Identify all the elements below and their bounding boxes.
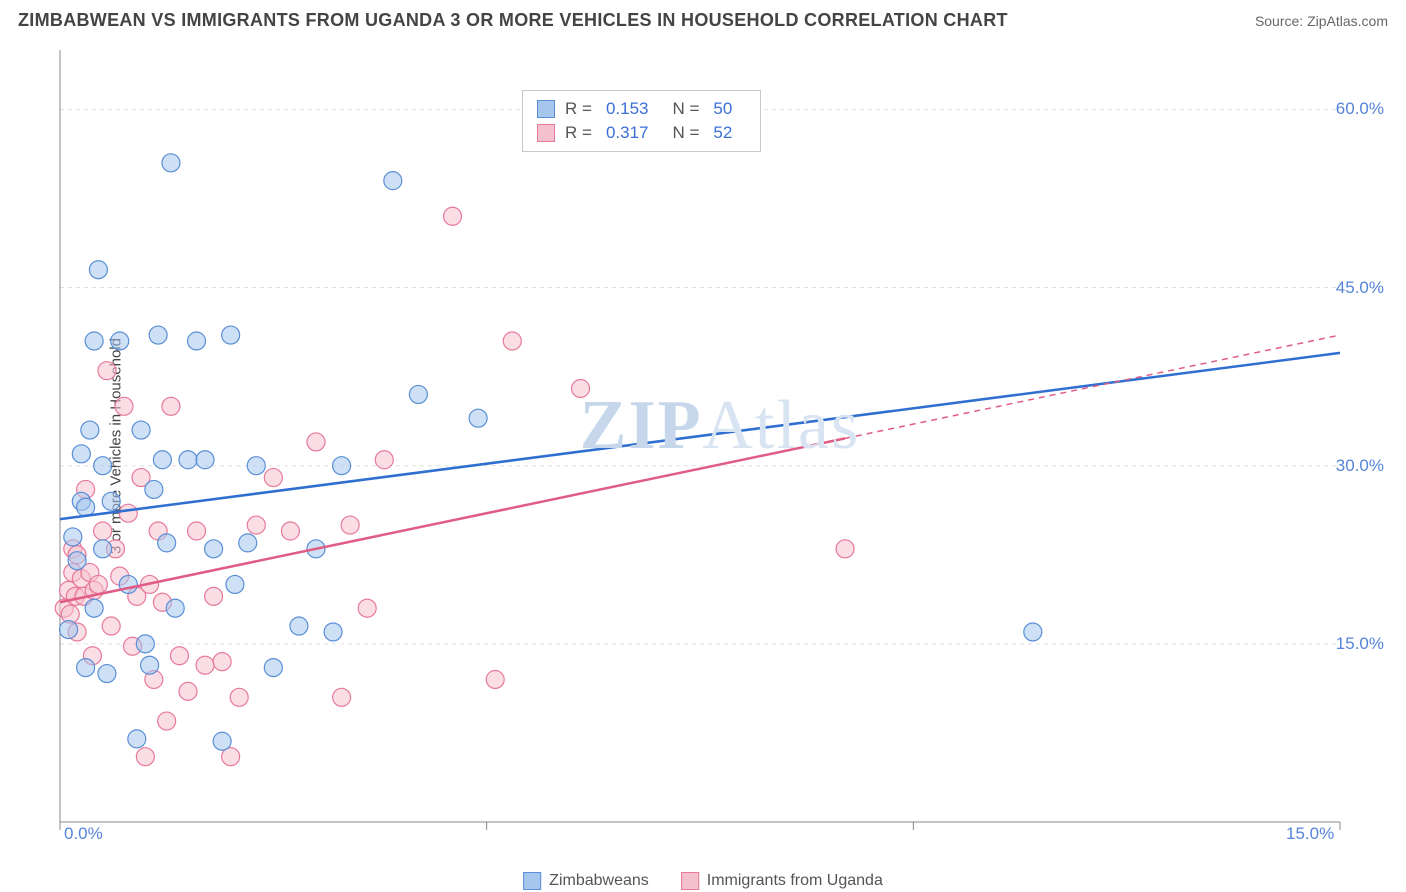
stats-legend-row: R =0.317 N =52 — [537, 121, 746, 145]
legend-label: Zimbabweans — [549, 872, 649, 890]
x-tick-label: 0.0% — [64, 824, 103, 844]
chart-title: ZIMBABWEAN VS IMMIGRANTS FROM UGANDA 3 O… — [18, 10, 1008, 31]
legend-swatch — [537, 100, 555, 118]
y-tick-label: 15.0% — [1336, 634, 1384, 654]
chart-svg — [50, 42, 1390, 842]
legend-label: Immigrants from Uganda — [707, 872, 883, 890]
scatter-chart: ZIPAtlas R =0.153 N =50 R =0.317 N =52 1… — [50, 42, 1390, 842]
y-tick-label: 45.0% — [1336, 278, 1384, 298]
legend-swatch — [681, 872, 699, 890]
legend-item: Immigrants from Uganda — [681, 872, 883, 890]
stats-legend: R =0.153 N =50 R =0.317 N =52 — [522, 90, 761, 152]
x-tick-label: 15.0% — [1286, 824, 1334, 844]
legend-item: Zimbabweans — [523, 872, 649, 890]
legend-swatch — [523, 872, 541, 890]
y-tick-label: 30.0% — [1336, 456, 1384, 476]
series-legend: Zimbabweans Immigrants from Uganda — [523, 872, 883, 890]
stats-legend-row: R =0.153 N =50 — [537, 97, 746, 121]
y-tick-label: 60.0% — [1336, 99, 1384, 119]
legend-swatch — [537, 124, 555, 142]
source-label: Source: ZipAtlas.com — [1255, 13, 1388, 29]
